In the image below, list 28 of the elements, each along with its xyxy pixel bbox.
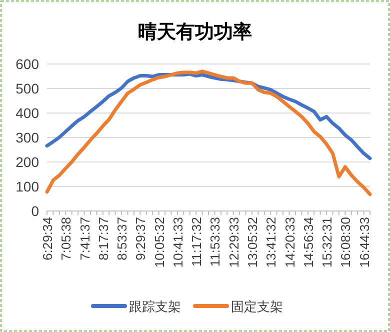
x-tick-label: 10:41:33 <box>170 217 186 268</box>
x-tick-label: 16:44:33 <box>356 217 372 268</box>
x-tick-label: 6:29:34 <box>40 217 55 260</box>
x-tick-label: 16:08:30 <box>338 217 354 268</box>
x-tick-label: 14:56:34 <box>300 217 316 268</box>
legend-label: 固定支架 <box>231 299 283 314</box>
x-tick-label: 10:05:32 <box>152 217 167 268</box>
x-tick-label: 14:20:33 <box>282 217 298 268</box>
legend-label: 跟踪支架 <box>129 299 181 314</box>
y-tick-label: 500 <box>16 80 40 96</box>
chart-title: 晴天有功功率 <box>138 21 252 43</box>
x-tick-label: 12:29:33 <box>226 217 242 268</box>
y-tick-label: 600 <box>16 56 40 72</box>
y-tick-label: 200 <box>16 154 40 170</box>
x-tick-label: 13:41:32 <box>264 217 279 268</box>
x-tick-label: 7:41:37 <box>77 217 92 260</box>
x-tick-label: 8:17:37 <box>96 217 111 260</box>
y-tick-label: 100 <box>16 178 40 194</box>
x-tick-label: 11:53:33 <box>208 217 223 267</box>
x-tick-label: 8:53:37 <box>114 217 130 260</box>
y-tick-label: 0 <box>31 203 40 219</box>
x-tick-label: 13:05:32 <box>244 217 260 268</box>
x-tick-label: 7:05:38 <box>58 217 74 260</box>
x-tick-label: 11:17:32 <box>189 217 204 267</box>
x-tick-label: 9:29:37 <box>133 217 148 260</box>
x-tick-label: 15:32:31 <box>320 217 335 268</box>
y-tick-label: 300 <box>16 130 40 146</box>
y-tick-label: 400 <box>16 105 40 121</box>
